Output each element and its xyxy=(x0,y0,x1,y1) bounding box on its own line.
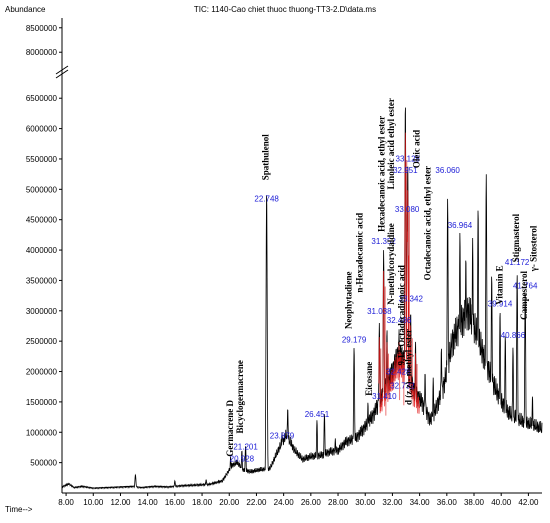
compound-label: Bicyclogermacrene xyxy=(235,360,245,433)
rt-label: 31.038 xyxy=(367,307,392,316)
rt-label: 39.914 xyxy=(488,300,513,309)
rt-label: 31.352 xyxy=(371,237,396,246)
x-tick-label: 42.00 xyxy=(518,498,539,507)
compound-label: Stigmasterol xyxy=(511,213,521,262)
rt-label: 21.201 xyxy=(233,442,258,451)
x-tick-label: 34.00 xyxy=(410,498,431,507)
axes xyxy=(55,18,542,494)
y-tick-label: 2500000 xyxy=(26,337,58,346)
rt-label: 41.764 xyxy=(513,281,538,290)
y-tick-label: 4000000 xyxy=(26,246,58,255)
x-tick-label: 22.00 xyxy=(246,498,267,507)
compound-label: Linoleic acid ethyl ester xyxy=(386,98,396,189)
rt-label: 36.964 xyxy=(448,221,473,230)
chart-title: TIC: 1140-Cao chiet thuoc thuong-TT3-2.D… xyxy=(194,5,376,14)
compound-label: Vitamin E xyxy=(495,265,505,304)
x-tick-label: 12.00 xyxy=(110,498,131,507)
rt-label: 32.732 xyxy=(390,382,415,391)
y-tick-label: 8500000 xyxy=(26,24,58,33)
y-tick-label: 2000000 xyxy=(26,368,58,377)
y-tick-label: 5500000 xyxy=(26,155,58,164)
compound-label: d (z,z)- methyl ester xyxy=(404,329,414,405)
y-tick-label: 3500000 xyxy=(26,276,58,285)
x-tick-label: 32.00 xyxy=(382,498,403,507)
compound-label: Neophytadiene xyxy=(344,271,354,329)
compound-label: Germacrene D xyxy=(225,400,235,457)
y-tick-label: 3000000 xyxy=(26,307,58,316)
rt-label: 33.342 xyxy=(398,295,423,304)
compound-label: Campesterol xyxy=(519,271,529,320)
x-tick-label: 40.00 xyxy=(491,498,512,507)
x-tick-label: 30.00 xyxy=(355,498,376,507)
time-axis-label: Time--> xyxy=(5,505,33,514)
x-tick-label: 38.00 xyxy=(464,498,485,507)
rt-label: 32.486 xyxy=(387,316,412,325)
x-tick-label: 28.00 xyxy=(328,498,349,507)
rt-label: 41.172 xyxy=(505,258,530,267)
ticks: 8.00 10.00 12.00 14.00 16.00 18.00 20.00 22.00 2… xyxy=(26,24,539,507)
compound-label: Spathulenol xyxy=(261,134,271,181)
compound-label: γ- Sitosterol xyxy=(529,225,539,272)
rt-labels: 22.748 20.928 21.201 23.879 26.451 29.179 31.0… xyxy=(230,154,538,463)
rt-label: 33.080 xyxy=(395,205,420,214)
y-tick-label: 1500000 xyxy=(26,398,58,407)
trace xyxy=(61,107,543,490)
rt-label: 26.451 xyxy=(305,410,330,419)
x-tick-label: 8.00 xyxy=(58,498,74,507)
tic-trace-line xyxy=(61,107,543,490)
x-tick-label: 26.00 xyxy=(301,498,322,507)
compound-label: N-methylcorydaldine xyxy=(386,223,396,305)
rt-label: 20.928 xyxy=(230,454,255,463)
rt-label: 29.179 xyxy=(342,335,367,344)
abundance-label: Abundance xyxy=(5,5,46,14)
compound-label: n-Hexadecanoic acid xyxy=(354,213,364,293)
x-tick-label: 36.00 xyxy=(437,498,458,507)
compound-label: 9,12-Octadecadienoic acid xyxy=(397,265,407,366)
y-tick-label: 4500000 xyxy=(26,216,58,225)
compound-label: Eicosane xyxy=(364,362,374,396)
y-tick-label: 6500000 xyxy=(26,94,58,103)
x-tick-label: 18.00 xyxy=(192,498,213,507)
y-tick-label: 5000000 xyxy=(26,185,58,194)
rt-label: 33.128 xyxy=(396,154,421,163)
y-tick-label: 8000000 xyxy=(26,48,58,57)
rt-label: 23.879 xyxy=(270,431,295,440)
y-tick-label: 1000000 xyxy=(26,428,58,437)
y-tick-label: 6000000 xyxy=(26,125,58,134)
x-tick-label: 16.00 xyxy=(165,498,186,507)
integrated-peak-trace xyxy=(378,132,420,414)
y-tick-label: 500000 xyxy=(30,459,57,468)
rt-label: 32.428 xyxy=(386,368,411,377)
x-tick-label: 24.00 xyxy=(274,498,295,507)
compound-label: Hexadecanoic acid, ethyl ester xyxy=(376,116,386,232)
rt-label: 36.060 xyxy=(435,166,460,175)
rt-label: 31.410 xyxy=(372,392,397,401)
rt-label: 22.748 xyxy=(254,194,279,203)
compound-label: Octadecanoic acid, ethyl ester xyxy=(423,166,433,280)
axis-break-mark xyxy=(55,69,69,79)
rt-label: 40.866 xyxy=(501,331,526,340)
rt-label: 32.951 xyxy=(393,166,418,175)
compound-labels: Germacrene D Bicyclogermacrene Spathulenol… xyxy=(225,98,538,456)
compound-label: Oleic acid xyxy=(412,130,422,168)
x-tick-label: 20.00 xyxy=(219,498,240,507)
x-tick-label: 14.00 xyxy=(138,498,159,507)
axis-break-mark xyxy=(55,65,69,75)
x-tick-label: 10.00 xyxy=(83,498,104,507)
